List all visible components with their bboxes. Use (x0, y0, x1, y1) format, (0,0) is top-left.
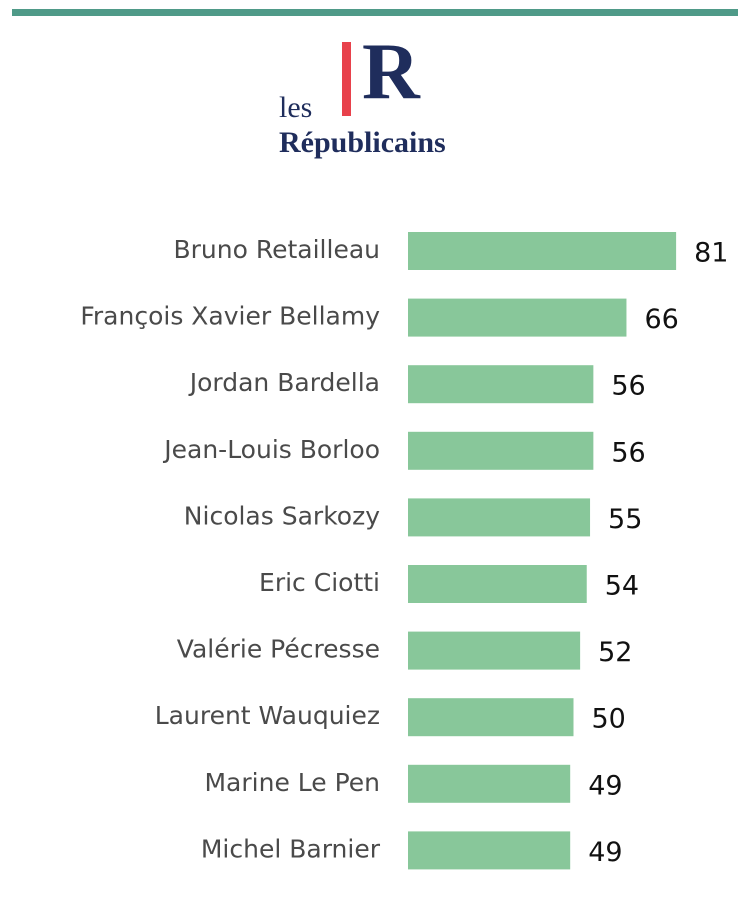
value-label: 54 (605, 571, 639, 602)
bar (408, 631, 581, 670)
value-label: 56 (611, 371, 645, 402)
category-label: Nicolas Sarkozy (184, 501, 380, 530)
top-band (12, 9, 738, 16)
logo-letter: R (362, 28, 421, 116)
category-label: Michel Barnier (201, 834, 381, 863)
category-label: Marine Le Pen (204, 768, 380, 797)
bar (408, 764, 571, 803)
bar (408, 698, 574, 737)
value-label: 81 (694, 238, 728, 269)
bar (408, 498, 591, 537)
bar (408, 365, 594, 404)
category-label: Eric Ciotti (259, 568, 380, 597)
value-label: 52 (598, 637, 632, 668)
category-label: Jordan Bardella (188, 368, 380, 397)
logo-bar (342, 42, 351, 116)
bar (408, 298, 627, 337)
value-label: 50 (592, 704, 626, 735)
category-label: Valérie Pécresse (177, 635, 380, 664)
value-label: 66 (644, 304, 678, 335)
bar (408, 431, 594, 470)
value-label: 55 (608, 504, 642, 535)
logo-name: Républicains (279, 126, 446, 159)
category-label: François Xavier Bellamy (80, 302, 380, 331)
logo-les: les (279, 91, 312, 124)
value-label: 49 (588, 770, 622, 801)
bar (408, 565, 587, 603)
bar (408, 232, 677, 270)
category-label: Bruno Retailleau (174, 235, 381, 264)
bar (408, 831, 571, 870)
category-label: Jean-Louis Borloo (162, 435, 380, 464)
value-label: 56 (611, 437, 645, 468)
value-label: 49 (588, 837, 622, 868)
category-label: Laurent Wauquiez (155, 701, 380, 730)
